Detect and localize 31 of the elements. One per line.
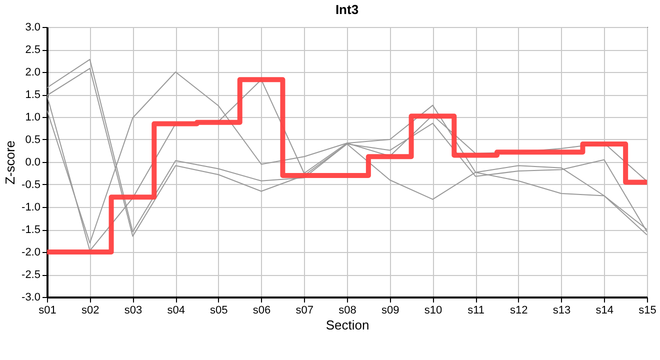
x-tick-label: s03 (124, 304, 142, 316)
x-tick-label: s01 (38, 304, 56, 316)
x-tick-label: s04 (167, 304, 185, 316)
x-tick-label: s07 (296, 304, 314, 316)
y-tick-label: -1.5 (22, 224, 40, 236)
x-tick-label: s09 (381, 304, 400, 316)
x-tick-label: s02 (81, 304, 100, 316)
y-tick-label: 0.5 (25, 134, 40, 146)
x-tick-label: s10 (424, 304, 442, 316)
chart-title: Int3 (335, 2, 359, 17)
x-tick-label: s13 (552, 304, 571, 316)
x-tick-label: s08 (338, 304, 356, 316)
y-tick-label: 0.0 (25, 156, 40, 168)
y-tick-label: 2.0 (25, 66, 40, 78)
y-tick-label: 3.0 (25, 22, 40, 34)
y-tick-label: 2.5 (25, 44, 40, 56)
y-tick-label: -0.5 (22, 179, 40, 191)
y-tick-label: 1.0 (25, 112, 40, 124)
x-tick-label: s06 (252, 304, 271, 316)
x-tick-label: s05 (210, 304, 228, 316)
y-tick-label: -1.0 (22, 202, 40, 214)
x-tick-label: s15 (638, 304, 656, 316)
x-axis-title: Section (326, 318, 370, 332)
x-tick-label: s14 (596, 304, 614, 316)
x-tick-label: s11 (468, 304, 485, 316)
y-tick-label: -3.0 (22, 292, 40, 304)
y-tick-label: -2.0 (22, 246, 40, 258)
y-tick-label: -2.5 (22, 269, 40, 281)
y-axis-title: Z-score (2, 140, 18, 185)
y-tick-label: 1.5 (25, 89, 40, 101)
x-tick-label: s12 (510, 304, 528, 316)
